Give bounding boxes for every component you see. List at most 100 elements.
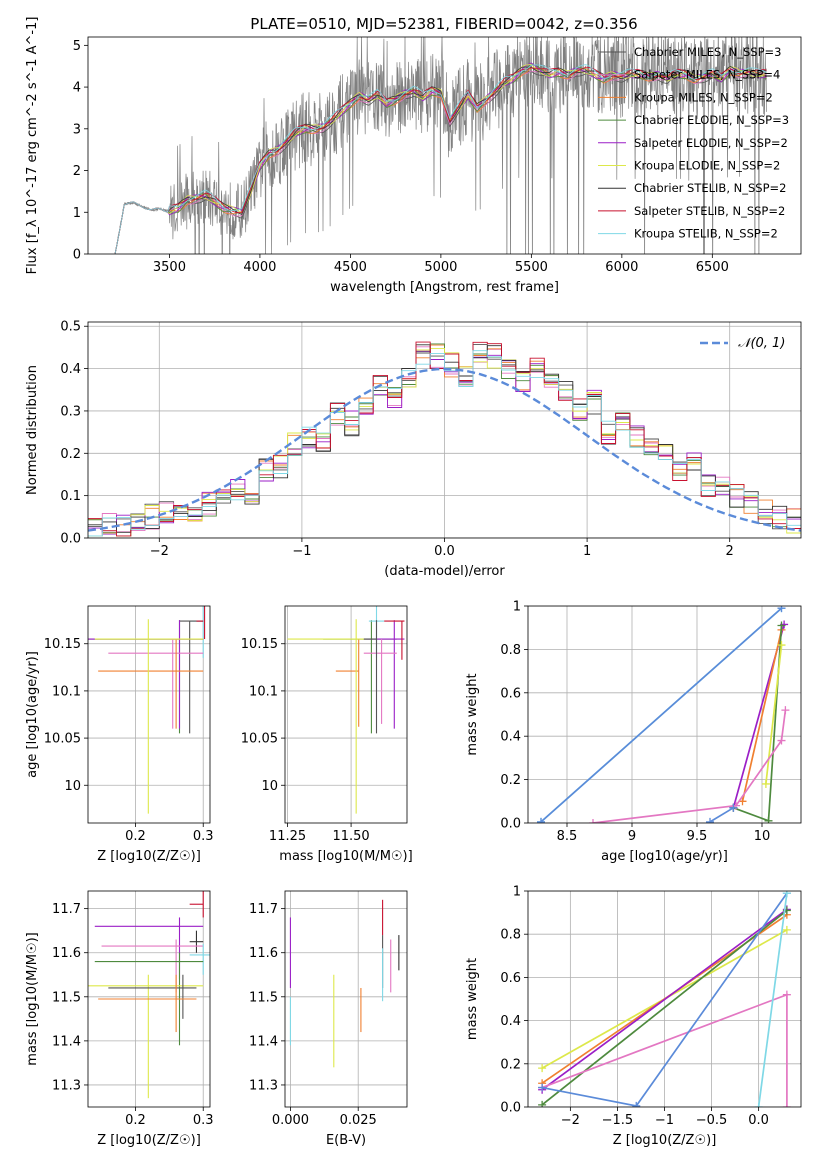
y-tick-label: 10.05 (44, 732, 81, 747)
x-tick-label: 3500 (153, 260, 186, 275)
x-tick-label: −1 (655, 1113, 674, 1128)
mass-weight-line (757, 893, 788, 1107)
legend-label: Chabrier STELIB, N_SSP=2 (634, 181, 786, 195)
x-tick-label: 6500 (696, 260, 729, 275)
y-axis-label: Normed distribution (25, 365, 40, 495)
x-tick-label: 4500 (334, 260, 367, 275)
y-tick-label: 0.0 (500, 817, 521, 832)
mass-weight-vs-z-panel: −2 −1.5 −1 −0.5 0.0 0.0 0.2 0.4 0.6 0.8 1 Z [log10(… (465, 885, 802, 1148)
legend-label: Chabrier ELODIE, N_SSP=3 (634, 113, 789, 127)
mass-weight-point (538, 1083, 547, 1092)
y-axis-label: mass weight (465, 958, 480, 1040)
y-tick-label: 0.8 (500, 643, 521, 658)
x-tick-label: 9 (628, 829, 636, 844)
x-tick-label: 0.0 (748, 1113, 769, 1128)
mass-weight-vs-age-plot-area (528, 606, 801, 823)
mass-weight-point (754, 1103, 763, 1107)
y-tick-label: 0.0 (500, 1101, 521, 1116)
residual-histogram (88, 347, 801, 537)
mass-weight-point (764, 816, 773, 823)
x-tick-label: 1 (583, 544, 591, 559)
mass-weight-line (709, 807, 734, 823)
y-axis-label: Flux [f_λ 10^-17 erg cm^-2 s^-1 A^-1] (25, 17, 40, 275)
age-vs-z-frame (87, 605, 211, 824)
gaussian-curve (88, 367, 801, 532)
y-tick-label: 0.5 (60, 320, 81, 335)
gaussian-legend-label: 𝒩(0, 1) (738, 336, 785, 351)
y-tick-label: 0.8 (500, 928, 521, 943)
y-tick-label: 11.7 (249, 902, 278, 917)
mass-weight-point (761, 779, 770, 788)
mass-weight-point (782, 1103, 791, 1107)
legend-label: Kroupa ELODIE, N_SSP=2 (634, 159, 780, 173)
y-tick-label: 2 (73, 164, 81, 179)
mass-weight-line (765, 645, 783, 784)
x-tick-label: 0.2 (125, 1113, 146, 1128)
y-tick-label: 0.0 (60, 532, 81, 547)
x-tick-label: −2 (561, 1113, 580, 1128)
y-tick-label: 0.6 (500, 971, 521, 986)
mass-weight-point (777, 736, 786, 745)
y-tick-label: 4 (73, 81, 81, 96)
y-tick-label: 11.6 (52, 946, 81, 961)
legend-label: Salpeter STELIB, N_SSP=2 (634, 204, 785, 218)
mass-weight-point (782, 891, 791, 898)
mass-weight-point (538, 1064, 547, 1073)
y-tick-label: 10 (64, 779, 81, 794)
spectrum-plot-area (114, 37, 767, 254)
x-tick-label: 5000 (424, 260, 457, 275)
y-tick-label: 11.5 (249, 990, 278, 1005)
x-axis-label: Z [log10(Z/Z☉)] (97, 849, 201, 864)
x-tick-label: −0.5 (696, 1113, 728, 1128)
y-tick-label: 0.2 (60, 447, 81, 462)
x-tick-label: −2 (150, 544, 169, 559)
legend-label: Kroupa MILES, N_SSP=2 (634, 90, 773, 104)
x-tick-label: 11.50 (332, 829, 369, 844)
spectrum-frame (87, 36, 802, 255)
spectrum-panel: 3500 4000 4500 5000 5500 6000 6500 0 1 2 3 4 5 wavele… (25, 17, 802, 295)
residuals-frame (87, 321, 802, 539)
y-tick-label: 0 (73, 248, 81, 263)
mass-weight-point (589, 819, 597, 823)
mass-weight-line (741, 629, 783, 802)
age-vs-z-panel: 0.2 0.3 10 10.05 10.1 10.15 Z [log10(Z/Z☉)] age… (25, 605, 214, 864)
mass-weight-point (777, 621, 786, 630)
mass-weight-vs-age-panel: 8.5 9 9.5 10 0.0 0.2 0.4 0.6 0.8 1 age [log10(age/… (465, 600, 802, 864)
mass-weight-point (537, 817, 545, 823)
y-tick-label: 5 (73, 39, 81, 54)
mass-weight-vs-age-frame (527, 605, 802, 824)
mass-weight-point (632, 1101, 641, 1107)
y-tick-label: 10 (261, 779, 278, 794)
y-tick-label: 0.3 (60, 404, 81, 419)
mass-vs-ebv-plot-area (285, 891, 407, 1107)
mass-weight-vs-z-frame (527, 890, 802, 1108)
x-tick-label: 0.2 (125, 829, 146, 844)
x-axis-label: (data-model)/error (384, 564, 505, 579)
x-tick-label: 0.3 (193, 829, 214, 844)
observed-spectrum-line (114, 37, 767, 254)
y-tick-label: 11.5 (52, 990, 81, 1005)
y-tick-label: 10.15 (44, 637, 81, 652)
y-axis-label: age [log10(age/yr)] (25, 651, 40, 778)
legend-label: Salpeter MILES, N_SSP=4 (634, 68, 780, 82)
age-vs-mass-panel: 11.25 11.50 10 10.05 10.1 10.15 mass [log10(M/… (241, 605, 413, 864)
mass-weight-point (538, 1100, 547, 1107)
y-tick-label: 0.4 (60, 362, 81, 377)
x-tick-label: 0.000 (272, 1113, 309, 1128)
x-tick-label: 4000 (243, 260, 276, 275)
age-vs-z-plot-area (88, 606, 210, 823)
mass-vs-ebv-frame (284, 890, 408, 1108)
mass-vs-z-frame (87, 890, 211, 1108)
y-tick-label: 11.3 (52, 1078, 81, 1093)
mass-weight-line (592, 710, 787, 823)
x-tick-label: 5500 (515, 260, 548, 275)
y-axis-label: mass weight (465, 673, 480, 755)
residuals-panel: −2 −1 0.0 1 2 0.0 0.1 0.2 0.3 0.4 0.5 (data-model)/… (25, 320, 802, 579)
x-tick-label: 10 (754, 829, 771, 844)
mass-vs-z-panel: 0.2 0.3 11.3 11.4 11.5 11.6 11.7 Z [log10(Z/Z☉)… (25, 890, 214, 1148)
x-tick-label: −1 (292, 544, 311, 559)
y-tick-label: 10.1 (249, 684, 278, 699)
mass-weight-point (782, 990, 791, 999)
x-tick-label: 9.5 (687, 829, 708, 844)
